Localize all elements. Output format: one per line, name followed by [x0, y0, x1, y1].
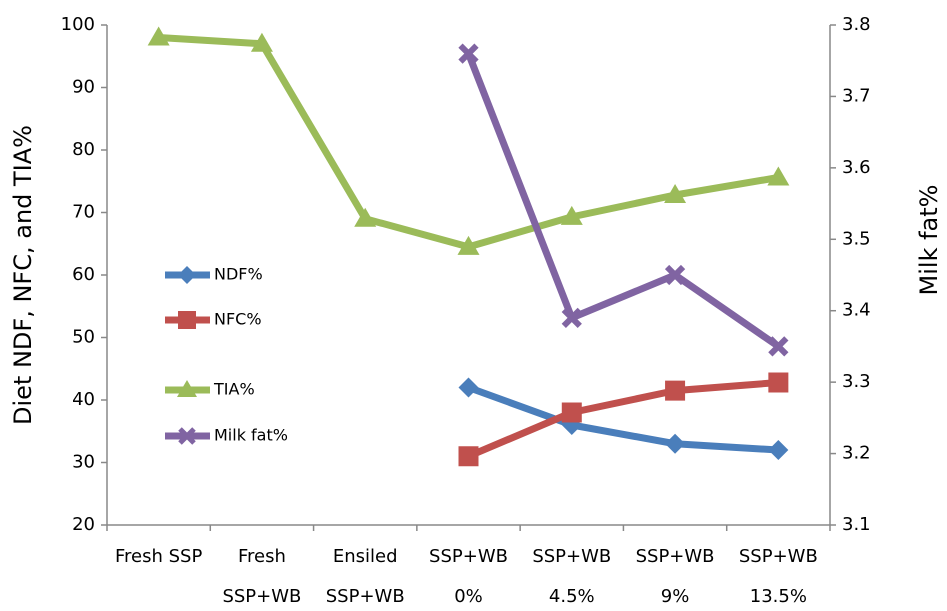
x-tick-label: Ensiled: [333, 546, 398, 567]
y-axis-title: Diet NDF, NFC, and TIA%: [9, 125, 37, 425]
x-tick-label: 0%: [454, 586, 483, 607]
legend-marker: [178, 311, 196, 329]
data-point: [664, 264, 686, 286]
y-tick-label: 50: [72, 327, 95, 348]
legend-marker: [177, 380, 197, 397]
y-tick-label: 30: [72, 452, 95, 473]
x-tick-label: SSP+WB: [222, 586, 301, 607]
data-point: [665, 433, 686, 454]
x-tick-label: Fresh SSP: [115, 546, 202, 567]
data-point: [354, 207, 377, 227]
y-tick-label: 60: [72, 264, 95, 285]
y2-tick-label: 3.1: [842, 514, 871, 535]
y-tick-label: 100: [61, 14, 95, 35]
series-line: [467, 384, 779, 454]
x-tick-label: SSP+WB: [636, 546, 715, 567]
x-tick-label: SSP+WB: [326, 586, 405, 607]
y2-tick-label: 3.5: [842, 228, 871, 249]
data-point: [768, 440, 789, 460]
data-point: [768, 336, 789, 357]
x-tick-label: SSP+WB: [532, 546, 611, 567]
legend-marker: [178, 266, 196, 284]
x-tick-label: Fresh: [238, 546, 286, 567]
y-tick-label: 90: [72, 77, 95, 98]
data-point: [561, 402, 582, 423]
x-tick-label: SSP+WB: [739, 546, 818, 567]
data-point: [457, 235, 480, 255]
legend-label: NFC%: [214, 310, 262, 329]
legend-label: NDF%: [214, 265, 263, 284]
data-point: [561, 307, 582, 328]
y-tick-label: 70: [72, 202, 95, 223]
data-point: [768, 372, 789, 393]
series-line: [158, 34, 779, 251]
y2-tick-label: 3.6: [842, 157, 871, 178]
y-tick-label: 20: [72, 514, 95, 535]
x-tick-label: 9%: [661, 586, 690, 607]
y2-tick-label: 3.4: [842, 300, 871, 321]
series-line: [465, 52, 781, 350]
data-point: [458, 43, 479, 64]
data-point: [250, 32, 273, 52]
data-point: [458, 377, 479, 398]
legend-label: Milk fat%: [214, 426, 288, 445]
y2-tick-label: 3.8: [842, 14, 871, 35]
data-point: [458, 446, 479, 467]
x-tick-label: 13.5%: [750, 586, 807, 607]
y2-axis-title: Milk fat%: [915, 185, 943, 296]
legend-label: TIA%: [213, 380, 255, 399]
series-line: [467, 379, 779, 460]
y-tick-label: 80: [72, 139, 95, 160]
legend-marker: [178, 427, 196, 445]
x-tick-label: SSP+WB: [429, 546, 508, 567]
data-point: [147, 26, 170, 46]
data-point: [665, 380, 686, 401]
y-tick-label: 40: [72, 389, 95, 410]
x-tick-label: 4.5%: [549, 586, 595, 607]
y2-tick-label: 3.7: [842, 85, 871, 106]
data-point: [767, 166, 790, 186]
data-point: [664, 184, 687, 203]
data-point: [560, 205, 583, 225]
y2-tick-label: 3.3: [842, 371, 871, 392]
y2-tick-label: 3.2: [842, 443, 871, 464]
